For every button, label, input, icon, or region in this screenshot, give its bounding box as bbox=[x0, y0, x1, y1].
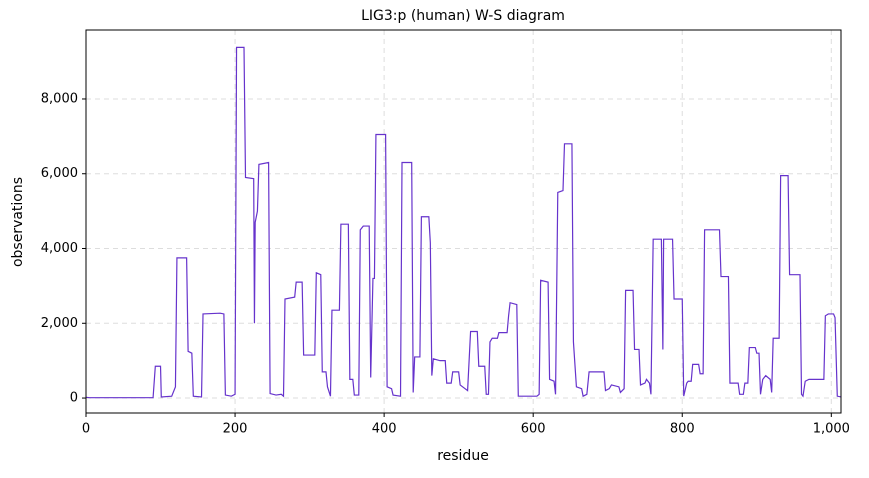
data-line bbox=[85, 46, 842, 399]
plot-frame bbox=[85, 29, 842, 414]
y-tick-label: 2,000 bbox=[41, 316, 78, 331]
chart-title: LIG3:p (human) W-S diagram bbox=[361, 8, 565, 24]
x-tick-label: 400 bbox=[372, 422, 397, 437]
x-tick-label: 0 bbox=[82, 422, 90, 437]
y-tick-label: 8,000 bbox=[41, 91, 78, 106]
y-tick-label: 0 bbox=[70, 391, 78, 406]
y-tick-label: 6,000 bbox=[41, 166, 78, 181]
x-tick-label: 200 bbox=[223, 422, 248, 437]
y-axis-label: observations bbox=[10, 177, 26, 267]
x-axis-label: residue bbox=[437, 448, 489, 464]
x-tick-label: 800 bbox=[670, 422, 695, 437]
x-tick-label: 600 bbox=[521, 422, 546, 437]
y-tick-label: 4,000 bbox=[41, 241, 78, 256]
x-tick-label: 1,000 bbox=[813, 422, 850, 437]
